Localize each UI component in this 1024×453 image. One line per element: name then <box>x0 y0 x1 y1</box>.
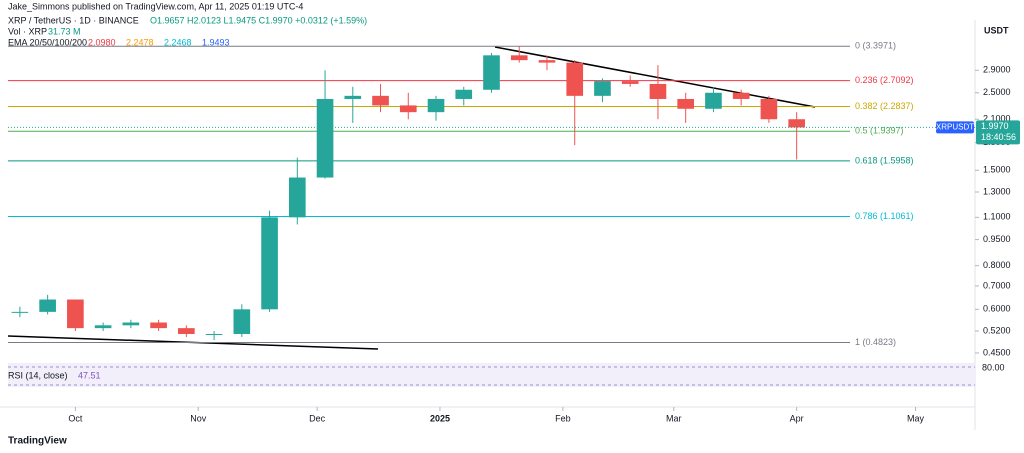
volume-value: 31.73 M <box>48 26 81 36</box>
y-tick-label: 0.9500 <box>983 234 1011 244</box>
candle-body <box>649 83 667 99</box>
candle-body <box>122 322 140 326</box>
symbol-tag-text: XRPUSDT <box>936 123 974 132</box>
candle-body <box>594 81 611 96</box>
rsi-label: RSI (14, close) <box>8 370 68 380</box>
candle-body <box>760 98 778 120</box>
ema-value: 2.2468 <box>164 37 192 47</box>
x-tick-label: Apr <box>790 413 804 423</box>
candle-body <box>316 98 334 178</box>
trendline <box>494 46 816 108</box>
rsi-axis: 80.00 <box>982 362 1005 372</box>
candle-body <box>510 55 528 61</box>
x-tick-label: Nov <box>190 413 207 423</box>
candle-body <box>372 95 389 106</box>
candle-body <box>288 177 306 218</box>
y-tick-label: 1.5000 <box>983 165 1011 175</box>
candle-body <box>483 55 500 90</box>
fib-label: 0.5 (1.9397) <box>855 126 904 136</box>
y-tick-label: 0.5200 <box>983 325 1011 335</box>
candle-body <box>233 309 251 334</box>
candle-body <box>427 98 445 113</box>
candle-body <box>566 62 584 96</box>
ema-value: 1.9493 <box>202 37 230 47</box>
ohlc: O1.9657 H2.0123 L1.9475 C1.9970 +0.0312 … <box>150 15 367 25</box>
ema-label: EMA 20/50/100/200 <box>8 37 87 47</box>
ema-value: 2.2478 <box>126 37 154 47</box>
fib-label: 0.236 (2.7092) <box>855 75 914 85</box>
publisher: Jake_Simmons published on TradingView.co… <box>8 1 303 11</box>
y-tick-label: 0.7000 <box>983 280 1011 290</box>
footer-logo: TradingView <box>8 436 67 447</box>
volume-label: Vol · XRP <box>8 26 47 36</box>
rsi-value: 47.51 <box>78 370 101 380</box>
price-tag <box>976 120 1020 145</box>
currency: USDT <box>984 25 1009 35</box>
y-tick-label: 0.4500 <box>983 347 1011 357</box>
y-tick-label: 2.1000 <box>983 114 1011 124</box>
candle-body <box>150 322 167 329</box>
candle-body <box>705 92 722 109</box>
x-tick-label: Mar <box>666 413 682 423</box>
candle-body <box>11 311 29 313</box>
x-tick-label: Oct <box>68 413 83 423</box>
y-tick-label: 1.3000 <box>983 186 1011 196</box>
candle-body <box>399 105 417 113</box>
candle-body <box>732 92 750 99</box>
candle-body <box>178 328 195 334</box>
y-tick-label: 1.1000 <box>983 212 1011 222</box>
candle-body <box>788 119 805 128</box>
ema-value: 2.0980 <box>88 37 116 47</box>
candle-body <box>344 95 362 99</box>
y-tick-label: 2.9000 <box>983 65 1011 75</box>
price-tag-countdown: 18:40:56 <box>981 132 1016 142</box>
fib-label: 0.382 (2.2837) <box>855 101 914 111</box>
symbol: XRP / TetherUS · 1D · BINANCE <box>8 15 139 25</box>
x-tick-label: Dec <box>309 413 326 423</box>
symbol-tag <box>936 121 974 134</box>
candle-body <box>621 81 639 84</box>
price-tag-price: 1.9970 <box>981 121 1009 131</box>
x-tick-label: May <box>907 413 925 423</box>
candle-body <box>94 325 112 329</box>
x-tick-label: Feb <box>555 413 571 423</box>
fib-label: 1 (0.4823) <box>855 337 896 347</box>
fib-label: 0.786 (1.1061) <box>855 211 914 221</box>
candle-body <box>538 60 556 63</box>
fib-label: 0.618 (1.5958) <box>855 155 914 165</box>
x-tick-label: 2025 <box>430 413 450 423</box>
candle-body <box>39 299 56 312</box>
candle-body <box>261 217 278 310</box>
fib-label: 0 (3.3971) <box>855 41 896 51</box>
candle-body <box>677 98 695 109</box>
y-tick-label: 2.5000 <box>983 87 1011 97</box>
candle-body <box>67 299 84 329</box>
y-tick-label: 0.8000 <box>983 260 1011 270</box>
candle-body <box>205 333 223 335</box>
candle-body <box>455 89 473 99</box>
y-tick-label: 0.6000 <box>983 304 1011 314</box>
